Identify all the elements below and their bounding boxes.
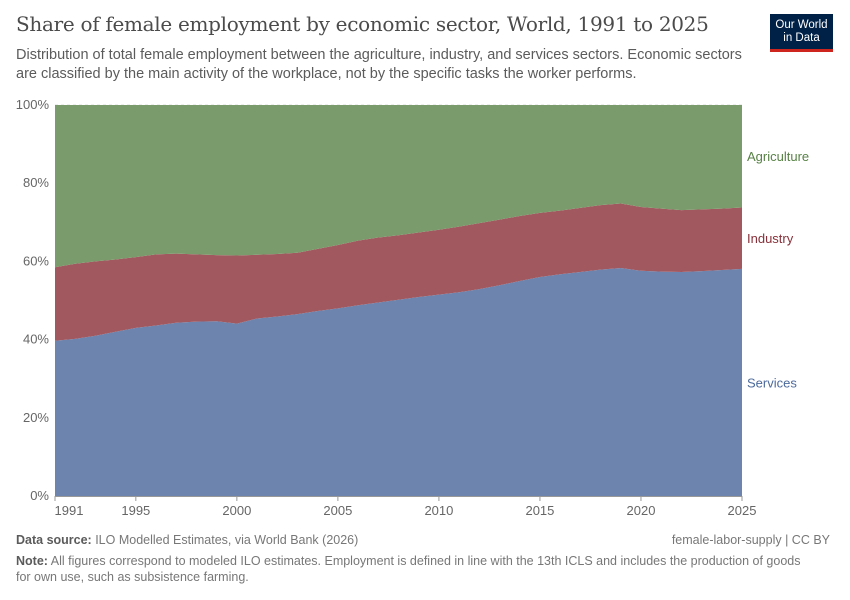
source-text[interactable]: ILO Modelled Estimates, via World Bank (… xyxy=(91,533,359,547)
series-label-services: Services xyxy=(747,375,797,390)
x-tick-label: 2020 xyxy=(627,503,656,518)
data-source: Data source: ILO Modelled Estimates, via… xyxy=(16,533,358,547)
area-agriculture xyxy=(55,105,742,268)
x-tick-label: 2015 xyxy=(525,503,554,518)
source-label: Data source: xyxy=(16,533,92,547)
y-tick-label: 100% xyxy=(16,97,50,112)
series-label-industry: Industry xyxy=(747,231,794,246)
y-tick-label: 40% xyxy=(23,332,49,347)
owid-logo[interactable]: Our World in Data xyxy=(770,14,833,52)
chart-title: Share of female employment by economic s… xyxy=(16,12,709,36)
y-tick-label: 0% xyxy=(30,488,49,503)
chart-subtitle: Distribution of total female employment … xyxy=(16,47,742,82)
note: Note: All figures correspond to modeled … xyxy=(16,553,806,585)
x-tick-label: 1995 xyxy=(121,503,150,518)
x-tick-label: 2010 xyxy=(424,503,453,518)
area-services xyxy=(55,268,742,496)
y-tick-label: 80% xyxy=(23,175,49,190)
note-label: Note: xyxy=(16,554,48,568)
y-tick-label: 60% xyxy=(23,253,49,268)
note-text: All figures correspond to modeled ILO es… xyxy=(16,554,801,584)
y-tick-label: 20% xyxy=(23,410,49,425)
series-label-agriculture: Agriculture xyxy=(747,149,809,164)
x-tick-label: 2000 xyxy=(222,503,251,518)
x-tick-label: 1991 xyxy=(55,503,84,518)
x-tick-label: 2025 xyxy=(728,503,757,518)
x-tick-label: 2005 xyxy=(323,503,352,518)
area-industry xyxy=(55,203,742,341)
license[interactable]: female-labor-supply | CC BY xyxy=(671,533,830,547)
